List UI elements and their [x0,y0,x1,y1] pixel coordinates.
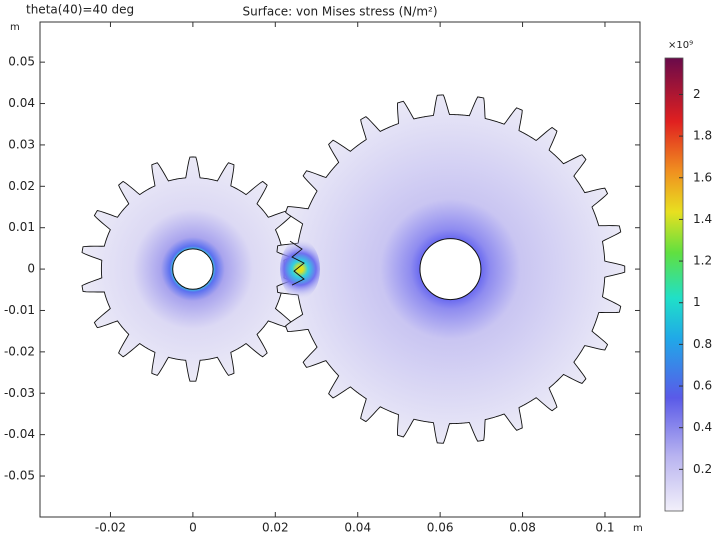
colorbar-multiplier: ×10⁹ [668,40,693,51]
colorbar-tick-label: 0.2 [693,462,712,476]
y-tick-label: 0.05 [8,55,35,69]
y-tick-label: -0.05 [4,469,35,483]
x-tick-label: 0.08 [509,521,536,535]
y-tick-label: 0 [27,262,35,276]
x-unit: m [633,523,643,534]
colorbar-tick-label: 1.6 [693,170,712,184]
colorbar-tick-label: 2 [693,87,701,101]
annotation: theta(40)=40 deg [26,3,134,17]
x-tick-label: -0.02 [95,521,126,535]
colorbar-tick-label: 0.6 [693,379,712,393]
y-tick-label: -0.02 [4,344,35,358]
x-tick-label: 0.1 [595,521,614,535]
gears [81,94,626,444]
x-tick-label: 0.04 [344,521,371,535]
colorbar-tick-label: 0.4 [693,420,712,434]
colorbar [664,57,684,512]
chart-title: Surface: von Mises stress (N/m²) [242,5,437,19]
x-tick-label: 0.02 [262,521,289,535]
colorbar-tick-label: 1.2 [693,254,712,268]
y-tick-label: -0.04 [4,427,35,441]
y-tick-label: 0.04 [8,96,35,110]
colorbar-tick-label: 0.8 [693,337,712,351]
colorbar-tick-label: 1.8 [693,129,712,143]
colorbar-tick-label: 1.4 [693,212,712,226]
y-tick-label: -0.03 [4,386,35,400]
y-unit: m [10,22,20,33]
x-tick-label: 0 [189,521,197,535]
hole [172,248,214,290]
contact-edge [289,240,305,286]
y-tick-label: -0.01 [4,303,35,317]
y-tick-label: 0.03 [8,137,35,151]
contact-stress [280,239,321,300]
colorbar-tick-label: 1 [693,295,701,309]
hole [419,238,482,301]
y-tick-label: 0.01 [8,220,35,234]
x-tick-label: 0.06 [427,521,454,535]
y-tick-label: 0.02 [8,179,35,193]
